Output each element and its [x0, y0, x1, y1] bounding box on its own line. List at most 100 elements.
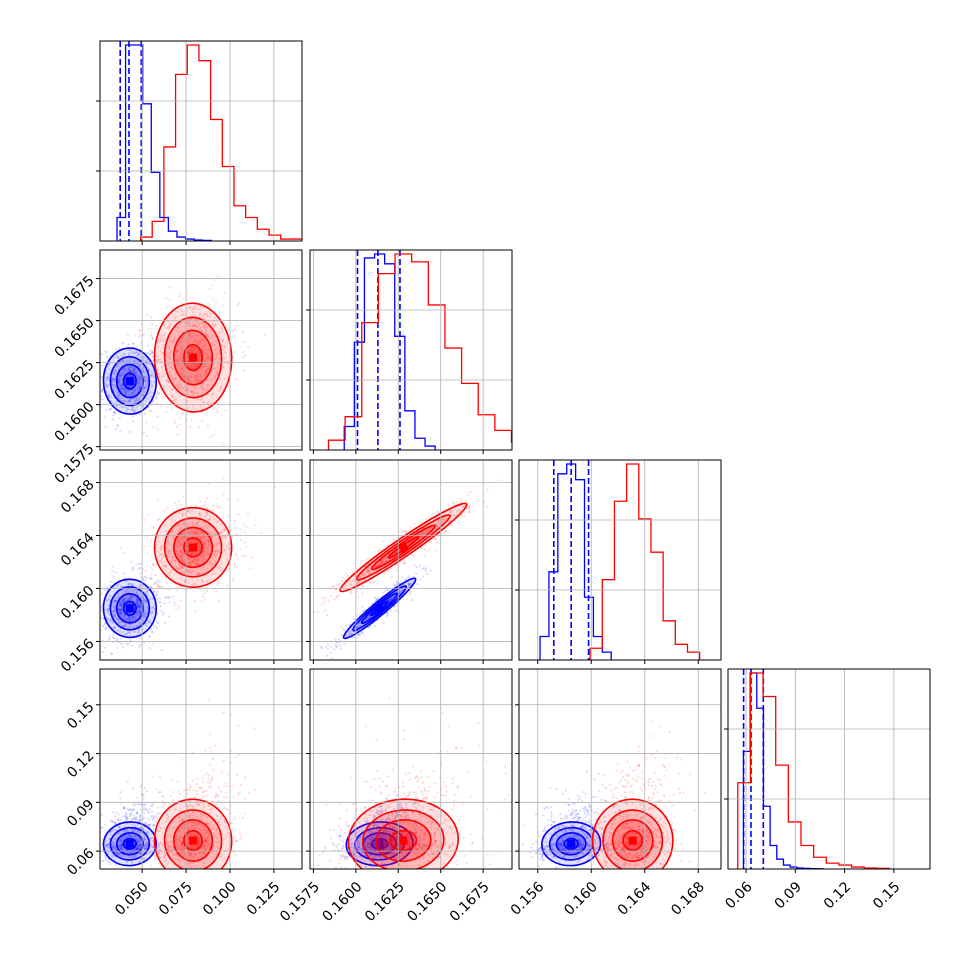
sample-point — [153, 608, 156, 611]
sample-point — [96, 375, 98, 377]
sample-point — [206, 368, 209, 372]
sample-point — [113, 385, 116, 388]
sample-point — [356, 595, 360, 598]
sample-point — [208, 532, 211, 535]
sample-point — [101, 650, 105, 654]
sample-point — [113, 599, 117, 603]
sample-point — [125, 617, 128, 621]
sample-point — [190, 553, 193, 557]
sample-point — [117, 825, 120, 828]
sample-point — [196, 579, 199, 582]
sample-point — [379, 561, 382, 564]
sample-point — [147, 621, 151, 624]
sample-point — [450, 514, 453, 517]
sample-point — [466, 494, 469, 497]
sample-point — [204, 323, 207, 327]
sample-point — [182, 386, 185, 389]
sample-point — [202, 593, 205, 596]
sample-point — [178, 511, 181, 514]
sample-point — [104, 646, 107, 649]
sample-point — [192, 561, 195, 564]
sample-point — [131, 616, 134, 620]
sample-point — [139, 562, 142, 565]
sample-point — [214, 349, 217, 352]
sample-point — [343, 629, 346, 632]
sample-point — [129, 597, 132, 600]
sample-point — [128, 590, 131, 593]
sample-point — [382, 621, 385, 624]
sample-point — [106, 608, 110, 611]
sample-point — [145, 589, 148, 592]
sample-point — [119, 797, 122, 800]
sample-point — [143, 379, 146, 382]
sample-point — [100, 826, 103, 829]
sample-point — [132, 567, 135, 570]
sample-point — [133, 400, 137, 403]
sample-point — [181, 522, 185, 525]
sample-point — [201, 580, 204, 583]
sample-point — [91, 400, 93, 402]
sample-point — [167, 347, 171, 350]
sample-point — [380, 562, 384, 565]
sample-point — [172, 339, 175, 342]
sample-point — [356, 626, 359, 629]
sample-point — [189, 375, 192, 379]
sample-point — [122, 835, 125, 838]
sample-point — [165, 560, 168, 563]
sample-point — [180, 352, 183, 355]
sample-point — [115, 864, 118, 867]
sample-point — [113, 627, 116, 630]
sample-point — [138, 609, 142, 612]
sample-point — [138, 606, 141, 609]
sample-point — [374, 565, 377, 568]
sample-point — [409, 526, 413, 529]
sample-point — [164, 596, 167, 599]
sample-point — [335, 596, 338, 599]
sample-point — [136, 598, 139, 602]
sample-point — [191, 311, 195, 314]
sample-point — [427, 528, 431, 532]
sample-point — [131, 569, 134, 572]
sample-point — [239, 836, 242, 839]
sample-point — [202, 314, 205, 317]
sample-point — [394, 585, 397, 588]
sample-point — [123, 353, 126, 356]
sample-point — [206, 526, 209, 529]
sample-point — [131, 369, 134, 372]
sample-point — [104, 823, 107, 826]
sample-point — [430, 527, 433, 530]
axes-frame — [309, 249, 513, 451]
sample-point — [205, 357, 209, 360]
histogram-series-0 — [539, 463, 612, 660]
sample-point — [203, 501, 206, 504]
sample-point — [160, 339, 163, 342]
sample-point — [215, 346, 218, 349]
sample-point — [139, 394, 142, 397]
sample-point — [139, 643, 142, 647]
sample-point — [138, 628, 141, 632]
x-tick-label: 0.12 — [821, 879, 854, 912]
sample-point — [188, 561, 191, 565]
sample-point — [112, 356, 116, 359]
sample-point — [209, 578, 212, 582]
sample-point — [212, 518, 215, 521]
sample-point — [208, 543, 211, 546]
sample-point — [232, 795, 235, 798]
sample-point — [133, 410, 136, 414]
sample-point — [131, 593, 134, 596]
sample-point — [121, 384, 124, 387]
sample-point — [325, 614, 329, 617]
sample-point — [130, 392, 133, 395]
sample-point — [173, 559, 177, 562]
sample-point — [357, 580, 361, 583]
sample-point — [107, 373, 110, 376]
sample-point — [218, 352, 221, 355]
sample-point — [203, 356, 207, 360]
sample-point — [119, 602, 122, 605]
sample-point — [180, 555, 183, 558]
sample-point — [222, 348, 225, 351]
sample-point — [156, 590, 159, 593]
sample-point — [179, 549, 182, 553]
sample-point — [186, 542, 189, 545]
